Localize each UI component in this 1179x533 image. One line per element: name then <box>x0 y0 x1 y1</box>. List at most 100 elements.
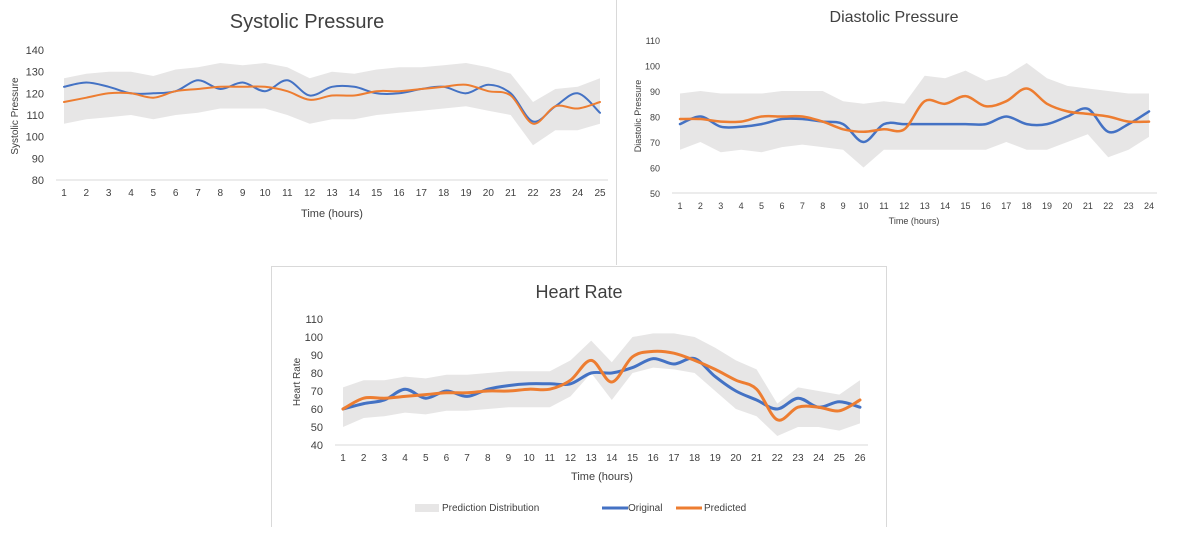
y-tick-label: 140 <box>26 45 44 57</box>
x-tick-label: 13 <box>586 453 598 464</box>
y-tick-label: 100 <box>26 132 44 144</box>
x-tick-label: 7 <box>464 453 470 464</box>
x-tick-label: 18 <box>438 188 450 199</box>
legend: Prediction Distribution Original Predict… <box>415 503 746 514</box>
x-tick-label: 25 <box>594 188 606 199</box>
x-tick-label: 26 <box>854 453 866 464</box>
x-tick-label: 21 <box>1083 201 1093 211</box>
chart-title: Systolic Pressure <box>230 11 385 33</box>
x-tick-label: 8 <box>485 453 491 464</box>
x-tick-label: 16 <box>393 188 405 199</box>
y-tick-label: 90 <box>32 153 44 165</box>
diastolic-chart-panel: Diastolic Pressure Time (hours) Diastoli… <box>616 0 1179 265</box>
x-tick-label: 12 <box>304 188 316 199</box>
x-tick-label: 16 <box>981 201 991 211</box>
x-tick-label: 22 <box>527 188 539 199</box>
y-tick-label: 130 <box>26 67 44 79</box>
x-tick-label: 6 <box>173 188 179 199</box>
x-tick-label: 12 <box>899 201 909 211</box>
x-tick-label: 19 <box>460 188 472 199</box>
x-tick-label: 21 <box>751 453 763 464</box>
y-tick-label: 80 <box>32 175 44 187</box>
x-tick-label: 24 <box>1144 201 1154 211</box>
x-tick-label: 19 <box>710 453 722 464</box>
x-axis-label: Time (hours) <box>301 208 363 220</box>
x-axis-label: Time (hours) <box>889 216 940 226</box>
x-tick-label: 1 <box>61 188 67 199</box>
x-tick-label: 24 <box>572 188 584 199</box>
y-axis-label: Systolic Pressure <box>10 77 21 155</box>
x-tick-label: 22 <box>1103 201 1113 211</box>
x-tick-label: 8 <box>820 201 825 211</box>
x-tick-label: 16 <box>648 453 660 464</box>
x-tick-label: 1 <box>677 201 682 211</box>
x-tick-label: 13 <box>326 188 338 199</box>
prediction-band <box>64 63 600 146</box>
heart-rate-chart-panel: Heart Rate Time (hours) Heart Rate Predi… <box>271 266 887 527</box>
x-tick-label: 3 <box>382 453 388 464</box>
systolic-chart: Systolic Pressure Time (hours) Systolic … <box>10 11 608 220</box>
chart-title: Diastolic Pressure <box>830 9 959 26</box>
y-tick-label: 80 <box>650 113 660 123</box>
y-tick-label: 40 <box>311 440 323 452</box>
x-tick-label: 9 <box>240 188 246 199</box>
x-tick-label: 23 <box>550 188 562 199</box>
x-tick-label: 9 <box>506 453 512 464</box>
x-tick-label: 4 <box>402 453 408 464</box>
y-tick-label: 100 <box>645 62 660 72</box>
x-tick-label: 17 <box>668 453 680 464</box>
x-tick-label: 15 <box>371 188 383 199</box>
diastolic-chart: Diastolic Pressure Time (hours) Diastoli… <box>633 9 1157 226</box>
x-tick-label: 7 <box>195 188 201 199</box>
y-tick-label: 110 <box>26 110 44 122</box>
predicted-series-line <box>678 87 1151 134</box>
x-tick-label: 23 <box>792 453 804 464</box>
x-tick-label: 19 <box>1042 201 1052 211</box>
y-tick-label: 50 <box>650 189 660 199</box>
x-tick-label: 17 <box>1001 201 1011 211</box>
y-tick-label: 70 <box>311 386 323 398</box>
x-tick-label: 11 <box>545 453 556 464</box>
x-tick-label: 2 <box>84 188 90 199</box>
x-tick-label: 4 <box>128 188 134 199</box>
original-series-line <box>63 79 601 123</box>
y-tick-label: 60 <box>311 404 323 416</box>
x-tick-label: 3 <box>106 188 112 199</box>
x-tick-label: 23 <box>1124 201 1134 211</box>
x-tick-label: 14 <box>349 188 361 199</box>
x-tick-label: 11 <box>282 188 293 199</box>
x-tick-label: 24 <box>813 453 825 464</box>
x-tick-label: 6 <box>444 453 450 464</box>
y-tick-label: 70 <box>650 138 660 148</box>
x-tick-label: 5 <box>423 453 429 464</box>
y-axis-label: Heart Rate <box>292 357 303 406</box>
x-tick-label: 10 <box>259 188 271 199</box>
x-tick-label: 2 <box>361 453 367 464</box>
x-tick-label: 4 <box>739 201 744 211</box>
x-tick-label: 9 <box>841 201 846 211</box>
prediction-band <box>343 333 860 436</box>
x-tick-label: 18 <box>689 453 701 464</box>
x-tick-label: 14 <box>606 453 618 464</box>
x-tick-label: 3 <box>718 201 723 211</box>
x-tick-label: 20 <box>483 188 495 199</box>
y-tick-label: 90 <box>650 87 660 97</box>
y-tick-label: 60 <box>650 164 660 174</box>
y-tick-label: 120 <box>26 88 44 100</box>
y-tick-label: 110 <box>646 36 660 46</box>
x-tick-label: 14 <box>940 201 950 211</box>
heart-rate-chart: Heart Rate Time (hours) Heart Rate Predi… <box>292 282 868 514</box>
x-tick-label: 18 <box>1022 201 1032 211</box>
legend-swatch-band <box>415 504 439 512</box>
x-tick-label: 15 <box>627 453 639 464</box>
x-tick-label: 20 <box>1062 201 1072 211</box>
x-tick-label: 13 <box>920 201 930 211</box>
x-tick-label: 25 <box>834 453 846 464</box>
y-axis-label: Diastolic Pressure <box>633 80 643 153</box>
predicted-series-line <box>341 349 862 422</box>
x-tick-label: 21 <box>505 188 517 199</box>
x-tick-label: 12 <box>565 453 577 464</box>
y-tick-label: 80 <box>311 368 323 380</box>
y-tick-label: 110 <box>305 314 323 326</box>
original-series-line <box>678 107 1151 144</box>
